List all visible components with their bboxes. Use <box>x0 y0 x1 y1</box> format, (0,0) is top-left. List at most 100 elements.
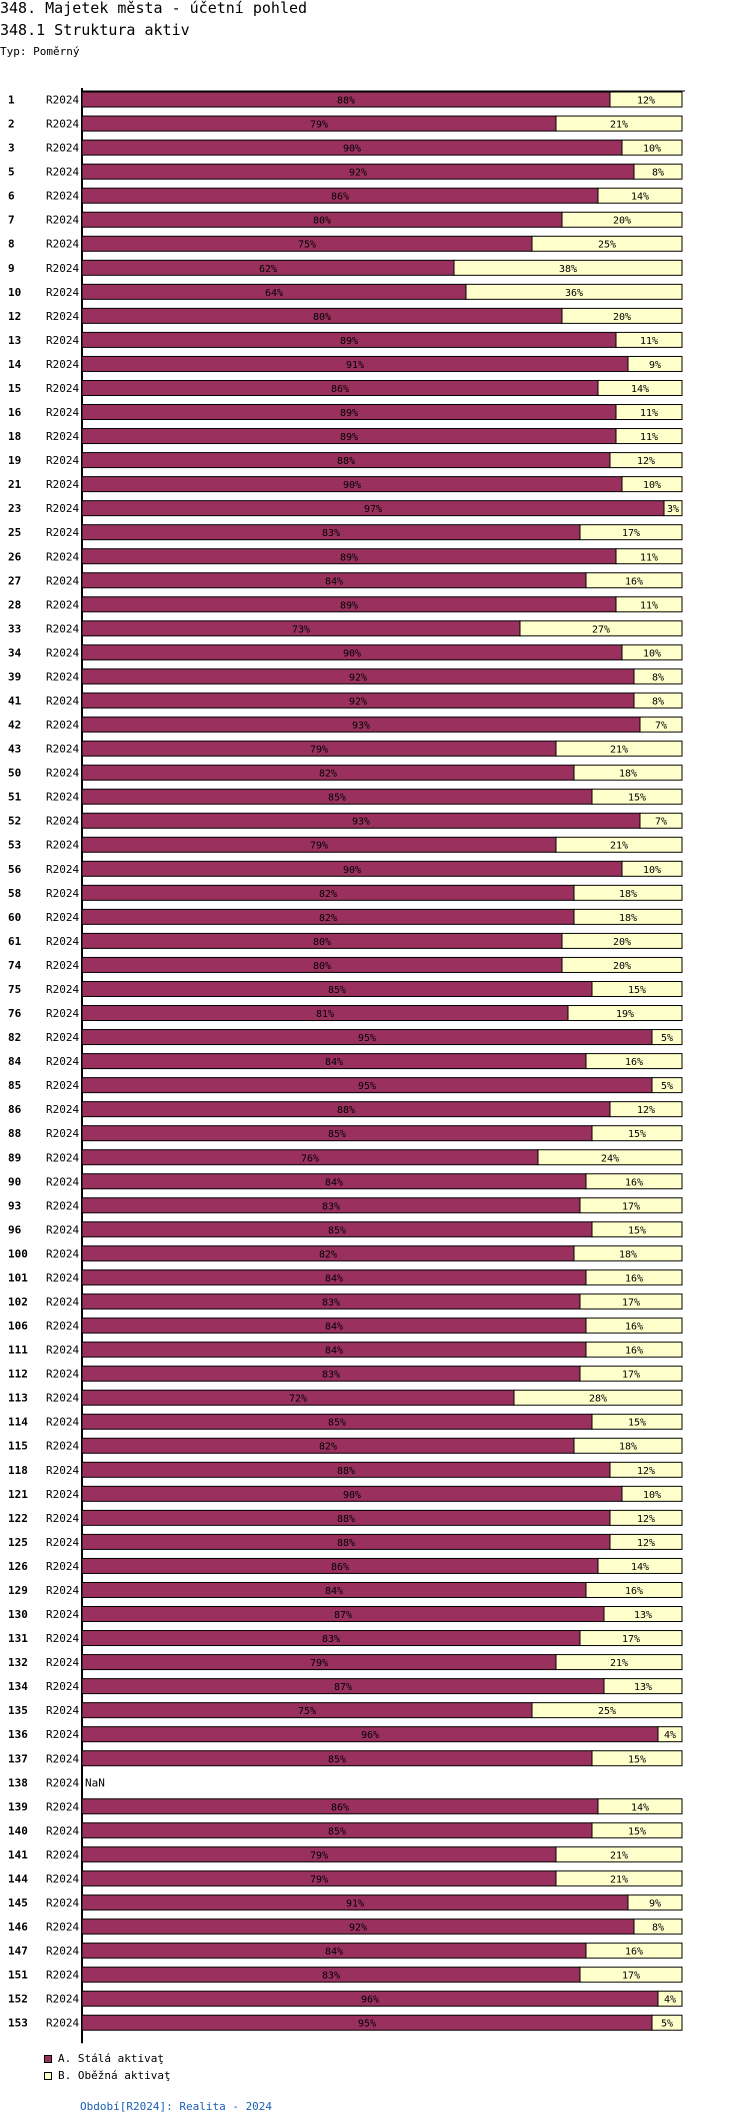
data-label-b: 7% <box>655 721 667 732</box>
data-label-b: 15% <box>628 1225 646 1236</box>
data-label-a: 88% <box>337 1538 355 1549</box>
data-label-a: 82% <box>319 1249 337 1260</box>
data-label-a: 90% <box>343 648 361 659</box>
bar-segment-b <box>579 1293 683 1310</box>
data-label-b: 16% <box>625 1947 643 1958</box>
category-label: 41 <box>8 695 22 708</box>
data-label-a: 96% <box>361 1995 379 2006</box>
period-label: R2024 <box>46 1368 79 1381</box>
period-label: R2024 <box>46 887 79 900</box>
period-label: R2024 <box>46 334 79 347</box>
bar-segment-b <box>537 1149 683 1166</box>
legend-label-a: A. Stálá aktivaţ <box>58 2052 164 2065</box>
bar-segment-b <box>579 1365 683 1382</box>
data-label-b: 19% <box>616 1009 634 1020</box>
data-label-b: 9% <box>649 1899 661 1910</box>
bar-segment-b <box>609 1509 683 1526</box>
category-label: 82 <box>8 1031 21 1044</box>
period-label: R2024 <box>46 478 79 491</box>
data-label-a: 93% <box>352 817 370 828</box>
chart-type-label: Typ: Poměrný <box>0 45 80 58</box>
period-label: R2024 <box>46 622 79 635</box>
bar-segment-b <box>585 1581 683 1598</box>
data-label-a: 95% <box>358 1081 376 1092</box>
data-label-a: 89% <box>340 432 358 443</box>
data-label-a: 91% <box>346 1899 364 1910</box>
category-label: 88 <box>8 1127 21 1140</box>
data-label-b: 16% <box>625 576 643 587</box>
data-label-b: 20% <box>613 216 631 227</box>
bar-segment-b <box>555 740 683 757</box>
bar-segment-b <box>627 1894 683 1911</box>
bar-segment-b <box>573 908 683 925</box>
period-label: R2024 <box>46 550 79 563</box>
period-link[interactable]: Období[R2024]: Realita - 2024 <box>80 2100 273 2113</box>
category-label: 111 <box>8 1344 28 1357</box>
category-label: 106 <box>8 1320 28 1333</box>
data-label-a: 90% <box>343 865 361 876</box>
period-label: R2024 <box>46 1608 79 1621</box>
data-label-a: 79% <box>310 1658 328 1669</box>
category-label: 60 <box>8 911 21 924</box>
bar-segment-b <box>453 259 683 276</box>
category-label: 137 <box>8 1752 28 1765</box>
bar-segment-b <box>591 1221 683 1238</box>
bar-segment-b <box>651 2014 683 2031</box>
bar-segment-b <box>531 1702 683 1719</box>
data-label-a: 83% <box>322 528 340 539</box>
period-label: R2024 <box>46 1344 79 1357</box>
period-label: R2024 <box>46 1776 79 1789</box>
data-label-b: 16% <box>625 1177 643 1188</box>
data-label-b: 17% <box>622 1634 640 1645</box>
data-label-a: 82% <box>319 1442 337 1453</box>
bar-segment-b <box>651 1077 683 1094</box>
period-label: R2024 <box>46 1031 79 1044</box>
data-label-a: 90% <box>343 480 361 491</box>
data-label-a: 79% <box>310 841 328 852</box>
data-label-b: 7% <box>655 817 667 828</box>
period-label: R2024 <box>46 959 79 972</box>
period-label: R2024 <box>46 1752 79 1765</box>
data-label-b: 10% <box>643 648 661 659</box>
data-label-b: 13% <box>634 1610 652 1621</box>
category-label: 56 <box>8 863 22 876</box>
category-label: 115 <box>8 1440 28 1453</box>
period-label: R2024 <box>46 1656 79 1669</box>
category-label: 74 <box>8 959 22 972</box>
data-label-a: 83% <box>322 1298 340 1309</box>
period-label: R2024 <box>46 286 79 299</box>
data-label-a: 85% <box>328 793 346 804</box>
category-label: 126 <box>8 1560 28 1573</box>
data-label-a: 83% <box>322 1971 340 1982</box>
bar-segment-b <box>573 884 683 901</box>
category-label: 76 <box>8 1007 22 1020</box>
category-label: 28 <box>8 598 21 611</box>
period-label: R2024 <box>46 1584 79 1597</box>
data-label-a: 86% <box>331 384 349 395</box>
period-label: R2024 <box>46 1271 79 1284</box>
data-label-b: 15% <box>628 1418 646 1429</box>
period-label: R2024 <box>46 646 79 659</box>
data-label-a: 90% <box>343 1490 361 1501</box>
data-label-a: 85% <box>328 1826 346 1837</box>
period-label: R2024 <box>46 1151 79 1164</box>
period-label: R2024 <box>46 1296 79 1309</box>
category-label: 96 <box>8 1223 22 1236</box>
period-label: R2024 <box>46 743 79 756</box>
data-label-a: 95% <box>358 1033 376 1044</box>
period-label: R2024 <box>46 1824 79 1837</box>
data-label-a: 84% <box>325 1177 343 1188</box>
category-label: 151 <box>8 1969 28 1982</box>
period-label: R2024 <box>46 526 79 539</box>
bar-segment-b <box>585 1053 683 1070</box>
period-label: R2024 <box>46 863 79 876</box>
bar-segment-b <box>657 1726 683 1743</box>
bar-segment-b <box>633 1918 683 1935</box>
period-label: R2024 <box>46 1680 79 1693</box>
period-label: R2024 <box>46 1632 79 1645</box>
bar-segment-b <box>621 1485 683 1502</box>
data-label-a: 72% <box>289 1394 307 1405</box>
category-label: 85 <box>8 1079 21 1092</box>
data-label-a: 79% <box>310 1874 328 1885</box>
bar-segment-b <box>615 428 683 445</box>
